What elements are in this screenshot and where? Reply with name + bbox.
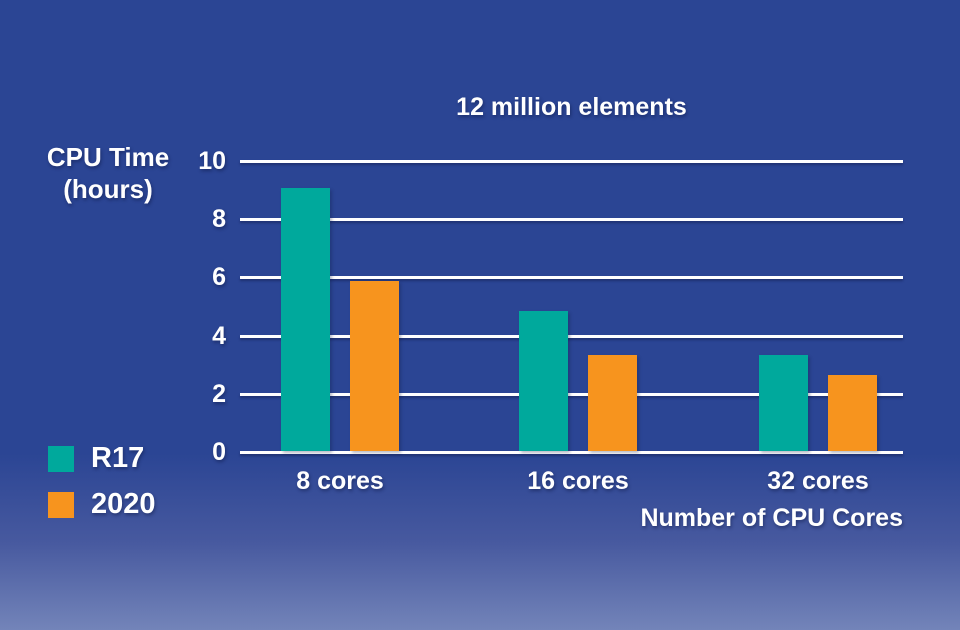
y-axis-title: CPU Time (hours) <box>18 141 198 205</box>
bar-r17-16-cores <box>519 311 568 451</box>
y-tick-label-2: 2 <box>212 379 226 408</box>
x-tick-label-16-cores: 16 cores <box>527 467 629 495</box>
y-tick-label-8: 8 <box>212 205 226 234</box>
y-axis-title-line2: (hours) <box>63 174 153 204</box>
gridline-y8 <box>240 218 903 222</box>
bar-2020-8-cores <box>350 280 399 451</box>
y-tick-label-0: 0 <box>212 438 226 466</box>
gridline-y4 <box>240 334 903 338</box>
bar-2020-16-cores <box>588 354 637 451</box>
y-tick-label-6: 6 <box>212 263 226 292</box>
legend-swatch-r17 <box>48 445 74 472</box>
gridline-y10 <box>240 160 903 163</box>
legend-item-r17: R17 <box>48 444 156 473</box>
chart-title: 12 million elements <box>456 93 687 121</box>
bar-r17-32-cores <box>759 354 808 451</box>
x-tick-label-8-cores: 8 cores <box>296 467 384 495</box>
gridline-y2 <box>240 392 903 396</box>
gridline-y6 <box>240 276 903 280</box>
legend-swatch-2020 <box>48 491 74 518</box>
y-axis-title-line1: CPU Time <box>46 142 170 172</box>
legend-label-r17: R17 <box>91 442 145 474</box>
y-tick-label-4: 4 <box>212 321 226 350</box>
x-axis-title: Number of CPU Cores <box>640 504 903 532</box>
x-tick-label-32-cores: 32 cores <box>767 467 869 495</box>
gridline-y0 <box>240 451 903 454</box>
y-tick-label-10: 10 <box>198 147 226 175</box>
legend: R17 2020 <box>48 444 156 536</box>
legend-label-2020: 2020 <box>91 488 156 520</box>
bar-2020-32-cores <box>828 375 877 451</box>
legend-item-2020: 2020 <box>48 490 156 519</box>
bar-r17-8-cores <box>281 187 330 451</box>
